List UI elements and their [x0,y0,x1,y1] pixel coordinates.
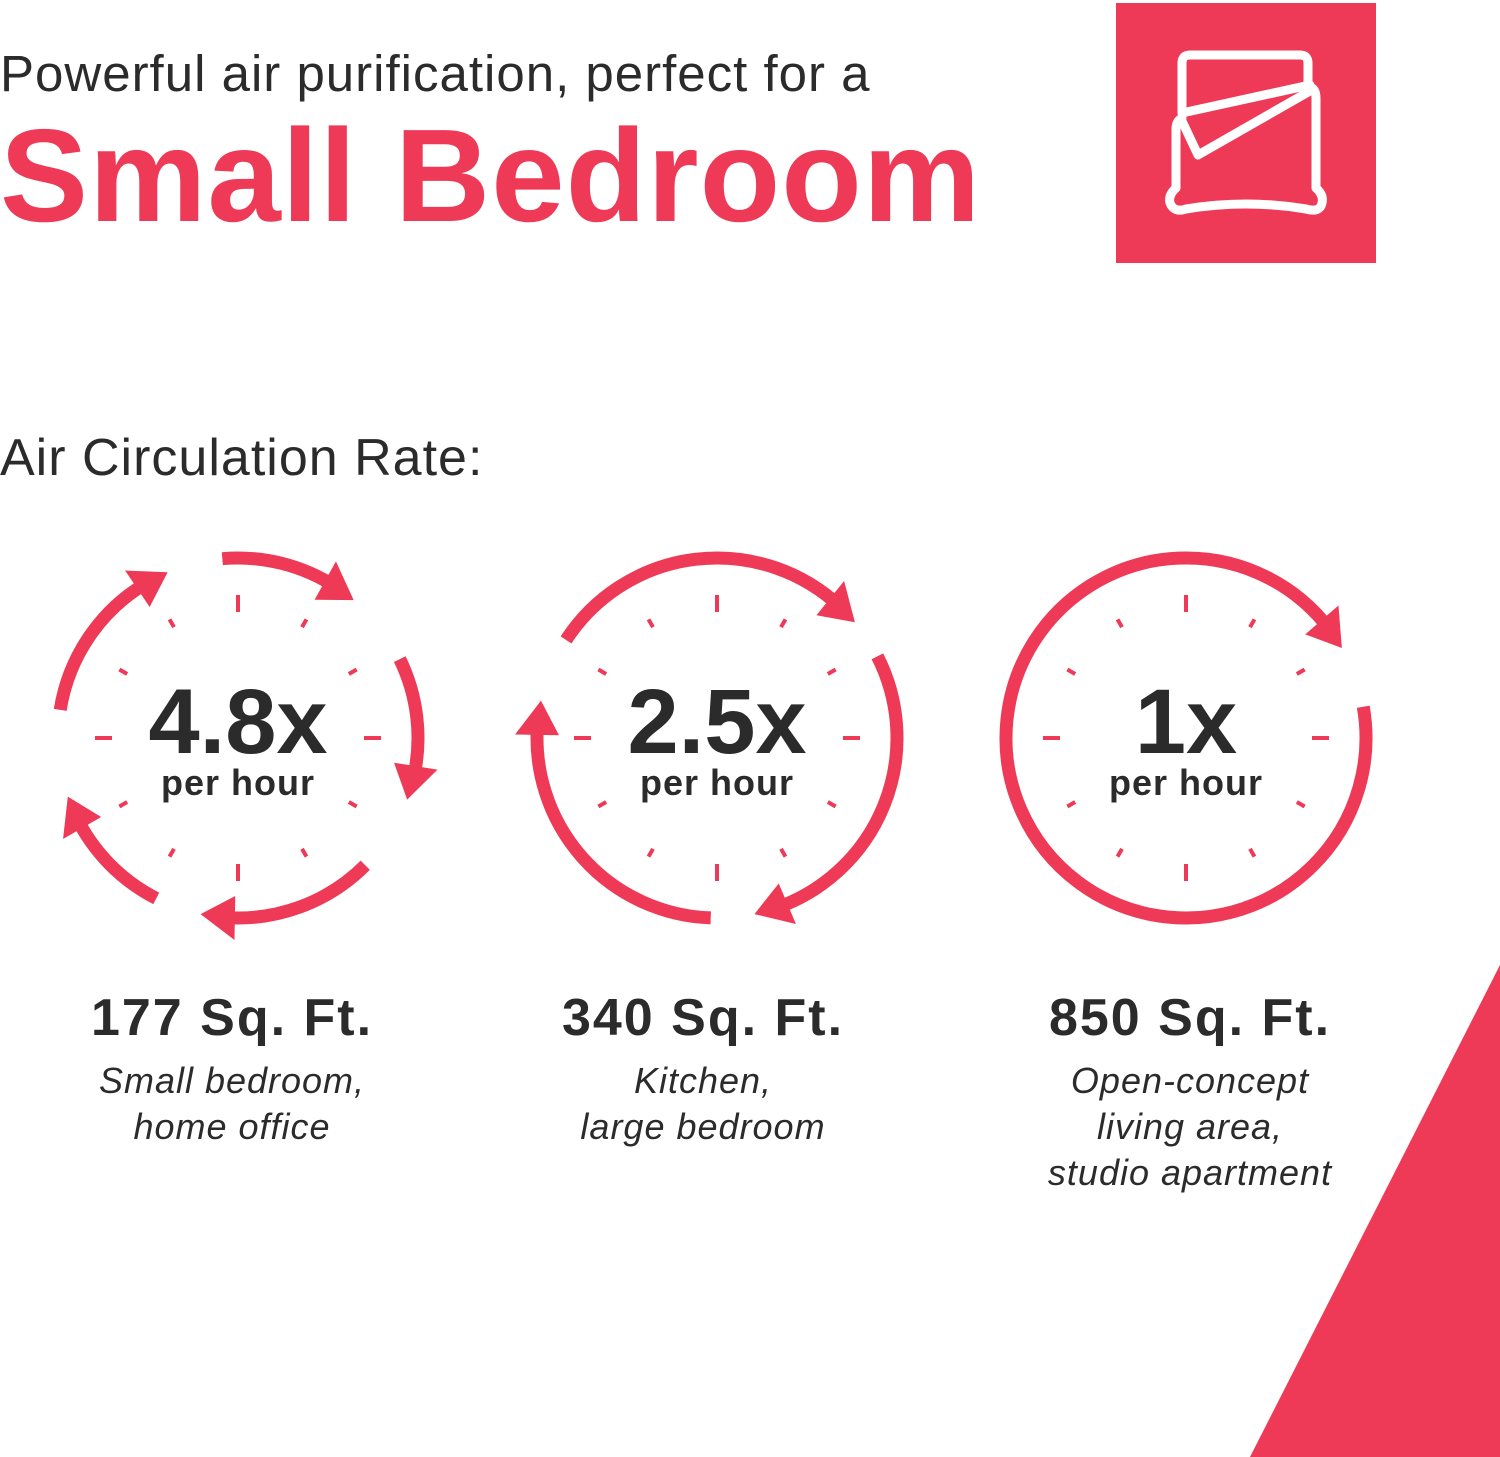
circulation-arc [560,551,845,644]
clock-tick [1248,847,1257,858]
circulation-arc [393,656,425,780]
arrowhead-icon [63,796,102,839]
desc-line: Kitchen, [633,1060,773,1101]
rate-unit: per hour [1108,762,1263,803]
circulation-icon [53,551,438,940]
arrowhead-icon [125,570,168,608]
desc-line: Small bedroom, [98,1060,366,1101]
clock-tick [779,847,788,858]
desc-line: studio apartment [1047,1152,1333,1193]
clock-tick [167,618,176,629]
rate-value: 1x [1134,671,1238,773]
clock-tick [1295,800,1306,809]
clock-tick [597,800,608,809]
clock-tick [826,667,837,676]
intro-text: Powerful air purification, perfect for a [0,45,871,102]
clock-tick [347,800,358,809]
rate-value: 2.5x [627,671,807,773]
clock-tick [118,667,129,676]
page-title: Small Bedroom [0,102,982,249]
clock-tick [118,800,129,809]
arrowhead-icon [314,561,354,601]
clock-tick [826,800,837,809]
section-label: Air Circulation Rate: [0,429,484,487]
rate-value: 4.8x [148,671,328,773]
arrowhead-icon [394,762,438,800]
bed-badge [1116,3,1376,263]
area-value: 850 Sq. Ft. [1048,989,1332,1047]
desc-line: living area, [1096,1106,1284,1147]
bed-icon [1165,50,1327,215]
circulation-icon [515,551,904,925]
rate-unit: per hour [639,762,794,803]
room-description: Open-concept living area, studio apartme… [980,1058,1400,1196]
room-description: Kitchen, large bedroom [493,1058,913,1150]
clock-tick [1248,618,1257,629]
clock-tick [1066,667,1077,676]
clock-tick [300,847,309,858]
desc-line: large bedroom [580,1106,826,1147]
desc-line: Open-concept [1070,1060,1310,1101]
arrowhead-icon [200,895,236,940]
clock-tick [646,847,655,858]
circulation-icon [999,551,1373,925]
area-value: 177 Sq. Ft. [90,989,374,1047]
clock-tick [300,618,309,629]
clock-tick [1115,618,1124,629]
room-description: Small bedroom, home office [22,1058,442,1150]
clock-tick [1066,800,1077,809]
circulation-arc [999,551,1373,925]
arrowhead-icon [754,883,796,924]
circulation-arc [53,576,152,711]
rate-card: 1x per hour 850 Sq. Ft. Open-concept liv… [976,540,1396,1240]
arrowhead-icon [515,700,560,736]
rate-card: 2.5x per hour 340 Sq. Ft. Kitchen, large… [507,540,927,1240]
rate-unit: per hour [160,762,315,803]
rate-card: 4.8x per hour 177 Sq. Ft. Small bedroom,… [28,540,448,1240]
clock-tick [347,667,358,676]
arrowhead-icon [1305,605,1342,648]
clock-tick [597,667,608,676]
circulation-arc [70,813,160,905]
desc-line: home office [133,1106,331,1147]
arrowhead-icon [816,581,855,623]
circulation-arc [530,721,711,925]
clock-tick [167,847,176,858]
circulation-arc [221,860,370,925]
area-value: 340 Sq. Ft. [561,989,845,1047]
clock-tick [1115,847,1124,858]
clock-tick [646,618,655,629]
clock-tick [1295,667,1306,676]
circulation-arc [773,653,904,915]
circulation-arc [221,551,340,593]
clock-tick [779,618,788,629]
